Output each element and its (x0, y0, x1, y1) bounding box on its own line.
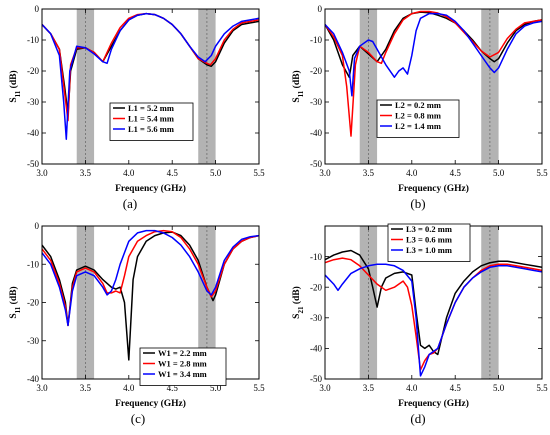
y-tick-label: -20 (310, 66, 322, 76)
y-tick-label: -50 (310, 159, 322, 169)
legend-label: L2 = 0.2 mm (395, 100, 441, 110)
x-tick-label: 3.0 (36, 383, 48, 393)
series-line (325, 263, 542, 377)
y-tick-label: -40 (310, 344, 322, 354)
x-tick-label: 5.5 (253, 168, 265, 178)
series-line (325, 249, 542, 356)
y-tick-label: -30 (310, 97, 322, 107)
x-tick-label: 4.5 (167, 168, 179, 178)
x-tick-label: 3.5 (363, 168, 375, 178)
chart-panel-1: 3.0 3.5 4.0 4.5 5.0 5.5 0 -10 -20 -30 -40 -50 Freque… (8, 4, 265, 211)
series-line (42, 231, 259, 361)
x-tick-label: 4.0 (123, 383, 135, 393)
legend-label: L1 = 5.2 mm (128, 103, 174, 113)
legend-label: L3 = 0.2 mm (406, 224, 452, 234)
legend-label: L2 = 1.4 mm (395, 121, 441, 131)
x-tick-label: 3.5 (80, 168, 92, 178)
x-axis-title: Frequency (GHz) (398, 183, 469, 194)
legend-label: L1 = 5.6 mm (128, 124, 174, 134)
y-tick-label: -20 (310, 282, 322, 292)
legend-label: W1 = 2.8 mm (158, 359, 207, 369)
y-tick-label: 0 (318, 4, 323, 14)
x-axis-title: Frequency (GHz) (115, 183, 186, 194)
y-tick-label: -20 (27, 298, 39, 308)
x-tick-label: 5.0 (493, 168, 505, 178)
x-tick-label: 3.0 (319, 168, 331, 178)
y-tick-label: -10 (27, 259, 39, 269)
legend-label: L1 = 5.4 mm (128, 114, 174, 124)
chart-panel-2: 3.0 3.5 4.0 4.5 5.0 5.5 0 -10 -20 -30 -40 -50 Freque… (291, 4, 548, 211)
x-tick-label: 3.0 (319, 383, 331, 393)
series-line (42, 12, 259, 140)
panel-label: (a) (123, 196, 137, 211)
legend-box (376, 99, 460, 138)
y-tick-label: -40 (27, 128, 39, 138)
x-tick-label: 3.5 (363, 383, 375, 393)
series-line (42, 12, 259, 116)
x-tick-label: 5.5 (253, 383, 265, 393)
x-tick-label: 3.5 (80, 383, 92, 393)
plot-frame (324, 8, 543, 165)
x-tick-label: 4.5 (450, 383, 462, 393)
x-tick-label: 4.5 (450, 168, 462, 178)
chart-panel-4: 3.0 3.5 4.0 4.5 5.0 5.5 -10 -20 -30 -40 -50 Frequen… (291, 223, 548, 426)
legend-label: W1 = 2.2 mm (158, 348, 207, 358)
x-tick-label: 5.0 (210, 168, 222, 178)
x-tick-label: 4.0 (406, 383, 418, 393)
plot-frame (41, 8, 260, 165)
y-tick-label: -30 (27, 97, 39, 107)
panel-label: (c) (131, 411, 145, 426)
y-tick-label: -30 (27, 336, 39, 346)
legend-label: L3 = 0.6 mm (406, 235, 452, 245)
x-tick-label: 5.5 (536, 383, 548, 393)
x-axis-title: Frequency (GHz) (398, 398, 469, 409)
legend-box (387, 223, 471, 262)
series-line (325, 12, 542, 97)
series-line (42, 229, 259, 327)
y-tick-label: -10 (310, 252, 322, 262)
legend-box (109, 102, 194, 141)
panel-label: (d) (410, 411, 425, 426)
y-tick-label: -10 (310, 35, 322, 45)
x-tick-label: 3.0 (36, 168, 48, 178)
y-tick-label: -40 (310, 128, 322, 138)
y-tick-label: -10 (27, 35, 39, 45)
x-axis-title: Frequency (GHz) (115, 398, 186, 409)
series-line (42, 229, 259, 327)
y-tick-label: -40 (27, 374, 39, 384)
x-tick-label: 5.0 (210, 383, 222, 393)
x-tick-label: 5.0 (493, 383, 505, 393)
y-axis-title: S21 (dB) (291, 286, 305, 319)
y-tick-label: -30 (310, 313, 322, 323)
x-tick-label: 4.0 (123, 168, 135, 178)
y-tick-label: -50 (310, 374, 322, 384)
y-tick-label: -50 (27, 159, 39, 169)
series-line (325, 257, 542, 371)
x-tick-label: 4.5 (167, 383, 179, 393)
chart-panel-3: 3.0 3.5 4.0 4.5 5.0 5.5 0 -10 -20 -30 -40 Frequency… (8, 221, 265, 426)
legend-label: W1 = 3.4 mm (158, 369, 207, 379)
y-tick-label: 0 (35, 4, 40, 14)
panel-label: (b) (410, 196, 425, 211)
y-axis-title: S11 (dB) (8, 70, 22, 102)
y-tick-label: -20 (27, 66, 39, 76)
y-axis-title: S11 (dB) (8, 286, 22, 318)
series-line (325, 10, 542, 137)
x-tick-label: 4.0 (406, 168, 418, 178)
legend-box (139, 347, 227, 386)
x-tick-label: 5.5 (536, 168, 548, 178)
legend-label: L3 = 1.0 mm (406, 245, 452, 255)
y-tick-label: 0 (35, 221, 40, 231)
y-axis-title: S11 (dB) (291, 70, 305, 102)
legend-label: L2 = 0.8 mm (395, 111, 441, 121)
